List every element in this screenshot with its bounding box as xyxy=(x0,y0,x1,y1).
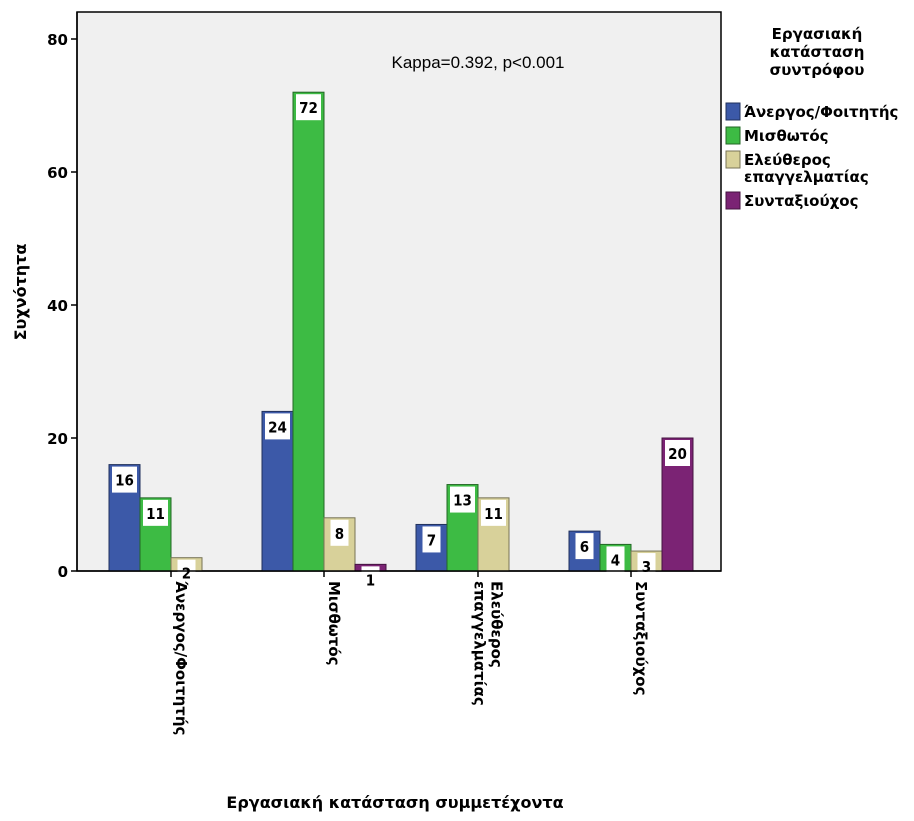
data-label: 72 xyxy=(299,99,318,117)
data-label-box xyxy=(575,533,594,560)
data-label: 16 xyxy=(115,472,134,490)
data-label: 7 xyxy=(427,531,436,549)
data-label: 20 xyxy=(668,445,687,463)
data-label-box xyxy=(665,440,690,466)
legend-swatch xyxy=(725,191,741,210)
axis-layer: 0 20 40 60 80 Άνεργος/Φοιτητής Μισθωτός Ελεύθερ… xyxy=(47,12,721,735)
x-tick-label: Άνεργος/Φοιτητής xyxy=(172,581,190,735)
data-label-box xyxy=(422,526,441,553)
data-label: 11 xyxy=(484,505,503,523)
data-label: 11 xyxy=(146,505,165,523)
legend-label: Άνεργος/Φοιτητής xyxy=(744,103,898,121)
legend-title: Εργασιακή xyxy=(772,25,863,43)
legend-label: Συνταξιούχος xyxy=(744,192,859,210)
legend-label: Μισθωτός xyxy=(744,127,829,145)
data-label: 8 xyxy=(335,525,344,543)
data-label-box xyxy=(330,519,349,546)
x-tick-label: επαγγελματίας xyxy=(471,581,489,706)
data-label-box xyxy=(450,486,475,513)
legend-label: Ελεύθερος xyxy=(744,151,831,169)
data-label-box xyxy=(481,499,506,526)
bar xyxy=(292,91,325,572)
legend-swatch xyxy=(725,102,741,121)
data-label: 13 xyxy=(453,492,472,510)
data-label-box xyxy=(606,546,625,573)
legend-title: κατάσταση xyxy=(770,43,865,61)
data-label: 3 xyxy=(642,558,651,576)
y-tick-label: 20 xyxy=(47,430,68,448)
legend-label: επαγγελματίας xyxy=(744,168,869,186)
data-label: 6 xyxy=(580,538,589,556)
data-label-box xyxy=(177,559,196,586)
data-label: 24 xyxy=(268,418,287,436)
data-label: 2 xyxy=(182,565,191,583)
data-label: 1 xyxy=(366,571,375,589)
bars-layer: 16 11 2 24 72 8 1 7 13 11 6 4 3 20 xyxy=(108,91,694,593)
x-axis-title: Εργασιακή κατάσταση συμμετέχοντα xyxy=(226,793,563,812)
data-label-box xyxy=(112,466,137,493)
chart-annotation: Kappa=0.392, p<0.001 xyxy=(392,53,565,72)
legend-swatch xyxy=(725,126,741,145)
legend-swatch xyxy=(725,150,741,169)
y-axis-title: Συχνότητα xyxy=(11,244,30,341)
legend-title: συντρόφου xyxy=(770,61,865,79)
y-tick-label: 60 xyxy=(47,164,68,182)
data-label: 4 xyxy=(611,551,620,569)
data-label-box xyxy=(296,94,321,121)
data-label-box xyxy=(361,566,380,593)
data-label-box xyxy=(143,499,168,526)
plot-area xyxy=(76,11,722,572)
y-tick-label: 0 xyxy=(58,563,68,581)
x-tick-label: Ελεύθερος xyxy=(488,581,506,668)
x-tick-label: Συνταξιούχος xyxy=(632,581,650,696)
data-label-box xyxy=(637,553,656,580)
y-tick-label: 80 xyxy=(47,31,68,49)
x-tick-label: Μισθωτός xyxy=(325,581,343,666)
y-tick-label: 40 xyxy=(47,297,68,315)
data-label-box xyxy=(265,413,290,440)
